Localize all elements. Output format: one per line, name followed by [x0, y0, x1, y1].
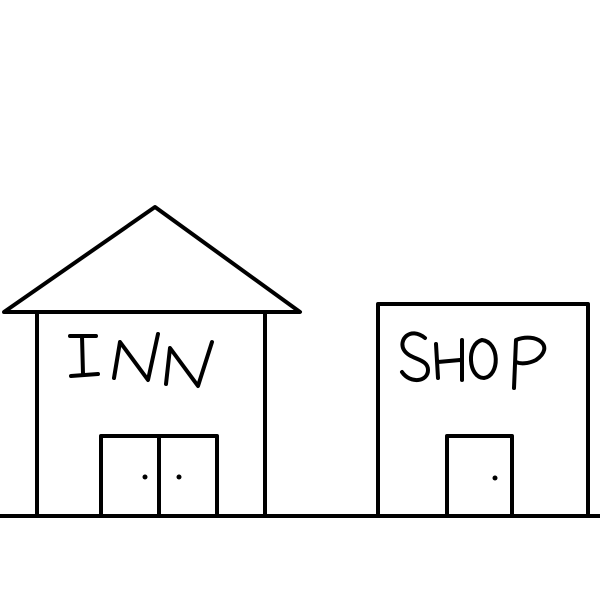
shop-door-frame: [445, 434, 514, 518]
inn-building[interactable]: INN: [2, 205, 302, 518]
shop-sign-letters: [400, 331, 547, 390]
inn-door-right-knob: [176, 474, 182, 480]
inn-sign: INN: [68, 332, 214, 388]
shop-building[interactable]: SHOP: [376, 302, 590, 518]
shop-door-knob: [492, 475, 498, 481]
shop-single-door[interactable]: [445, 434, 514, 518]
inn-sign-letters: [68, 332, 214, 388]
inn-double-door[interactable]: [99, 434, 219, 518]
shop-sign: SHOP: [400, 331, 547, 390]
inn-door-left-knob: [142, 474, 148, 480]
inn-roof: [2, 205, 302, 314]
